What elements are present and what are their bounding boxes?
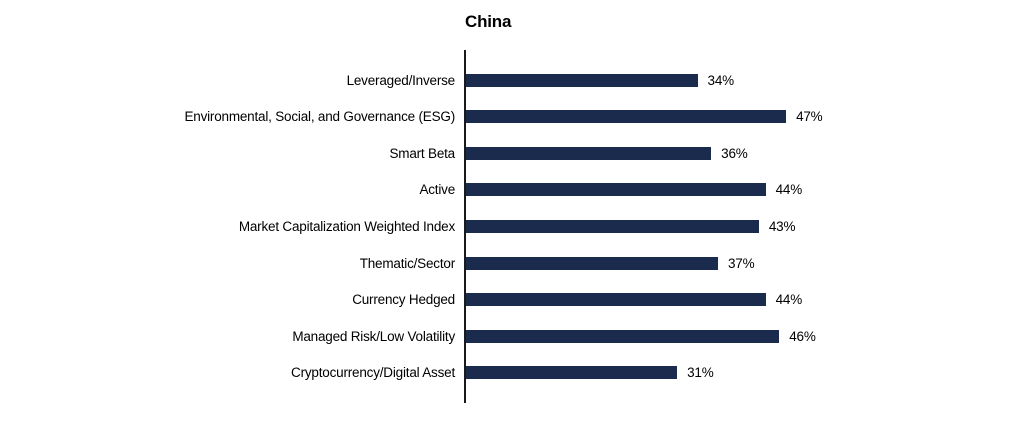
bar (466, 183, 766, 197)
value-label: 47% (796, 109, 823, 125)
bar (466, 73, 698, 87)
value-label: 34% (707, 72, 735, 88)
bar (466, 220, 759, 234)
value-label: 44% (775, 182, 803, 198)
chart-title: China (465, 12, 512, 31)
category-label: Environmental, Social, and Governance (E… (184, 109, 455, 125)
chart-row: Leveraged/Inverse 34% (0, 62, 900, 99)
category-label: Thematic/Sector (359, 255, 455, 271)
bar (466, 293, 766, 307)
category-label: Smart Beta (389, 145, 455, 161)
chart-row: Cryptocurrency/Digital Asset 31% (0, 355, 900, 392)
value-label: 37% (727, 255, 755, 271)
y-axis-line (464, 50, 466, 403)
bar (466, 366, 678, 380)
category-label: Cryptocurrency/Digital Asset (291, 365, 455, 381)
bar (466, 329, 780, 343)
bar (466, 256, 718, 270)
chart-row: Environmental, Social, and Governance (E… (0, 99, 900, 136)
bar (466, 146, 712, 160)
category-label: Managed Risk/Low Volatility (292, 328, 455, 344)
chart-row: Active 44% (0, 172, 900, 209)
value-label: 43% (768, 219, 796, 235)
value-label: 31% (687, 365, 714, 381)
category-label: Active (419, 182, 455, 198)
chart-row: Market Capitalization Weighted Index 43% (0, 208, 900, 245)
category-label: Currency Hedged (352, 292, 455, 308)
chart-row: Thematic/Sector 37% (0, 245, 900, 282)
chart-row: Managed Risk/Low Volatility 46% (0, 318, 900, 355)
value-label: 44% (775, 292, 803, 308)
category-label: Market Capitalization Weighted Index (238, 219, 455, 235)
value-label: 36% (721, 145, 748, 161)
category-label: Leveraged/Inverse (346, 72, 456, 88)
chart-rows: Leveraged/Inverse 34% Environmental, Socia… (0, 62, 900, 391)
chart-row: Currency Hedged 44% (0, 281, 900, 318)
chart-row: Smart Beta 36% (0, 135, 900, 172)
value-label: 46% (789, 328, 816, 344)
bar (466, 110, 787, 124)
